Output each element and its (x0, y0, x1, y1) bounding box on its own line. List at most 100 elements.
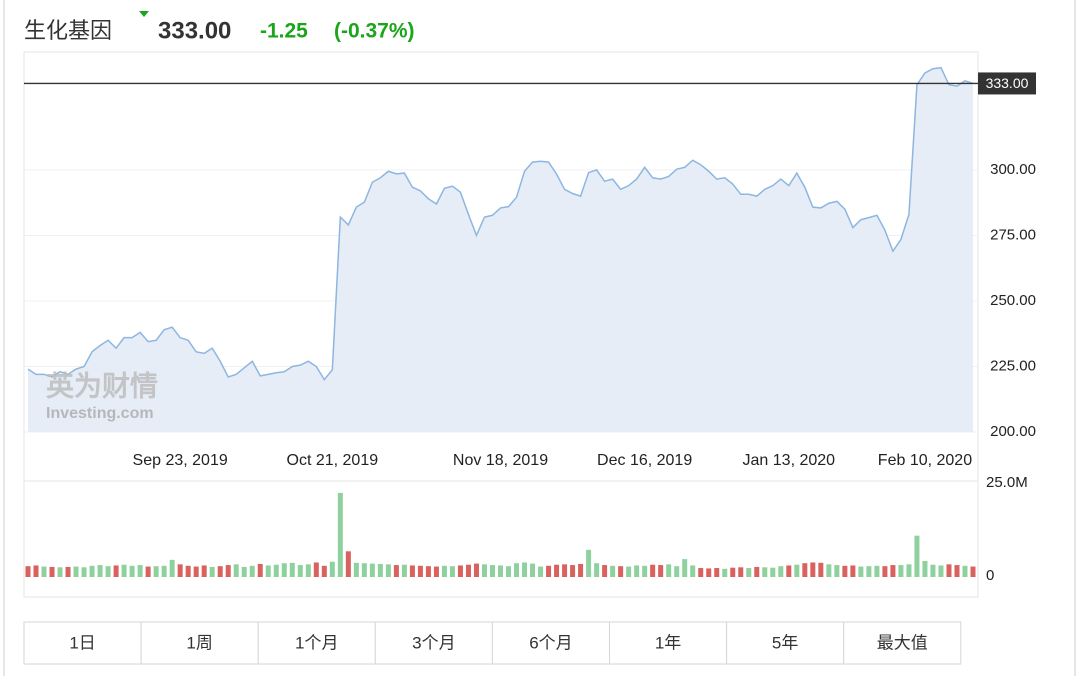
volume-bar (842, 565, 848, 577)
price-line (27, 66, 974, 381)
volume-bar (145, 566, 151, 577)
plot-frame (23, 51, 979, 598)
range-button[interactable] (140, 621, 259, 665)
volume-bar (946, 564, 952, 577)
volume-bar (602, 565, 608, 577)
volume-bar (457, 565, 463, 577)
volume-bar (169, 559, 175, 577)
range-button-label: 6个月 (529, 633, 572, 652)
volume-bar (802, 563, 808, 577)
volume-bar (530, 563, 536, 577)
volume-bar (938, 565, 944, 577)
volume-bar (858, 566, 864, 577)
volume-bar (161, 565, 167, 577)
volume-bar (642, 565, 648, 577)
volume-bar (890, 565, 896, 577)
volume-bar (562, 564, 568, 577)
volume-bar (866, 566, 872, 577)
volume-bar (257, 563, 263, 577)
y-tick-label: 300.00 (990, 161, 1036, 178)
volume-bar (522, 562, 528, 577)
volume-bar (305, 564, 311, 577)
watermark: Investing.com (46, 405, 154, 422)
volume-bar (498, 565, 503, 577)
volume-bar (217, 566, 223, 577)
volume-bar (906, 564, 912, 577)
last-price-label: 333.00 (986, 75, 1029, 91)
volume-bar (449, 566, 455, 577)
volume-bar (746, 568, 752, 577)
volume-bar (594, 563, 600, 577)
volume-bar (914, 535, 920, 577)
range-button-label: 1周 (186, 633, 212, 652)
volume-bar (882, 566, 888, 577)
volume-bar (618, 566, 624, 577)
volume-bar (514, 563, 520, 577)
volume-bar (73, 566, 79, 577)
volume-bar (89, 565, 95, 577)
change-pct: (-0.37%) (334, 20, 415, 43)
range-button[interactable] (726, 621, 845, 665)
volume-bar (506, 566, 512, 577)
x-tick-label: Oct 21, 2019 (287, 452, 379, 469)
volume-bar (353, 562, 359, 577)
volume-bar (481, 564, 487, 577)
y-tick-label: 25.0M (986, 474, 1028, 491)
range-button[interactable] (843, 621, 962, 665)
volume-bar (65, 566, 71, 577)
volume-bar (834, 565, 840, 577)
volume-bar (105, 566, 111, 577)
volume-bar (850, 565, 856, 577)
price: 333.00 (158, 17, 231, 44)
volume-bar (377, 563, 383, 577)
volume-bar (433, 566, 439, 577)
volume-bar (329, 561, 335, 577)
volume-bar (650, 564, 656, 577)
volume-bar (425, 566, 431, 577)
volume-bar (778, 566, 784, 577)
volume-bar (554, 564, 560, 577)
volume-bar (297, 565, 303, 577)
volume-bar (337, 492, 343, 577)
volume-bar (233, 564, 239, 577)
volume-bar (722, 568, 728, 577)
x-tick-label: Nov 18, 2019 (453, 452, 548, 469)
volume-bar (489, 565, 495, 577)
range-button-label: 1日 (69, 633, 95, 652)
volume-bar (385, 564, 391, 577)
volume-bar (225, 565, 231, 577)
range-button-label: 3个月 (412, 633, 455, 652)
volume-bar (818, 562, 824, 577)
range-button[interactable] (257, 621, 376, 665)
volume-bar (473, 563, 479, 577)
volume-bar (193, 566, 199, 577)
volume-bar (57, 567, 63, 577)
volume-bar (626, 566, 632, 577)
x-tick-label: Dec 16, 2019 (597, 452, 692, 469)
title: 生化基因 (24, 18, 112, 43)
volume-bar (930, 564, 936, 577)
y-tick-label: 275.00 (990, 226, 1036, 243)
volume-bar (81, 567, 87, 577)
volume-bar (441, 565, 447, 577)
y-tick-label: 200.00 (990, 423, 1036, 440)
range-button[interactable] (609, 621, 728, 665)
volume-bar (586, 549, 592, 577)
range-button-label: 1个月 (295, 633, 338, 652)
area-fill (28, 67, 973, 433)
range-button[interactable] (491, 621, 610, 665)
volume-bar (201, 565, 207, 577)
range-button[interactable] (374, 621, 493, 665)
volume-bar (393, 565, 399, 577)
volume-bar (578, 563, 584, 577)
range-button-label: 5年 (772, 633, 798, 652)
volume-bar (714, 568, 720, 577)
y-tick-label: 250.00 (990, 292, 1036, 309)
x-tick-label: Jan 13, 2020 (743, 452, 836, 469)
volume-bar (762, 567, 768, 577)
volume-bar (121, 564, 127, 577)
last-price-box (978, 72, 1036, 95)
volume-bar (281, 563, 287, 577)
volume-bar (97, 565, 103, 577)
